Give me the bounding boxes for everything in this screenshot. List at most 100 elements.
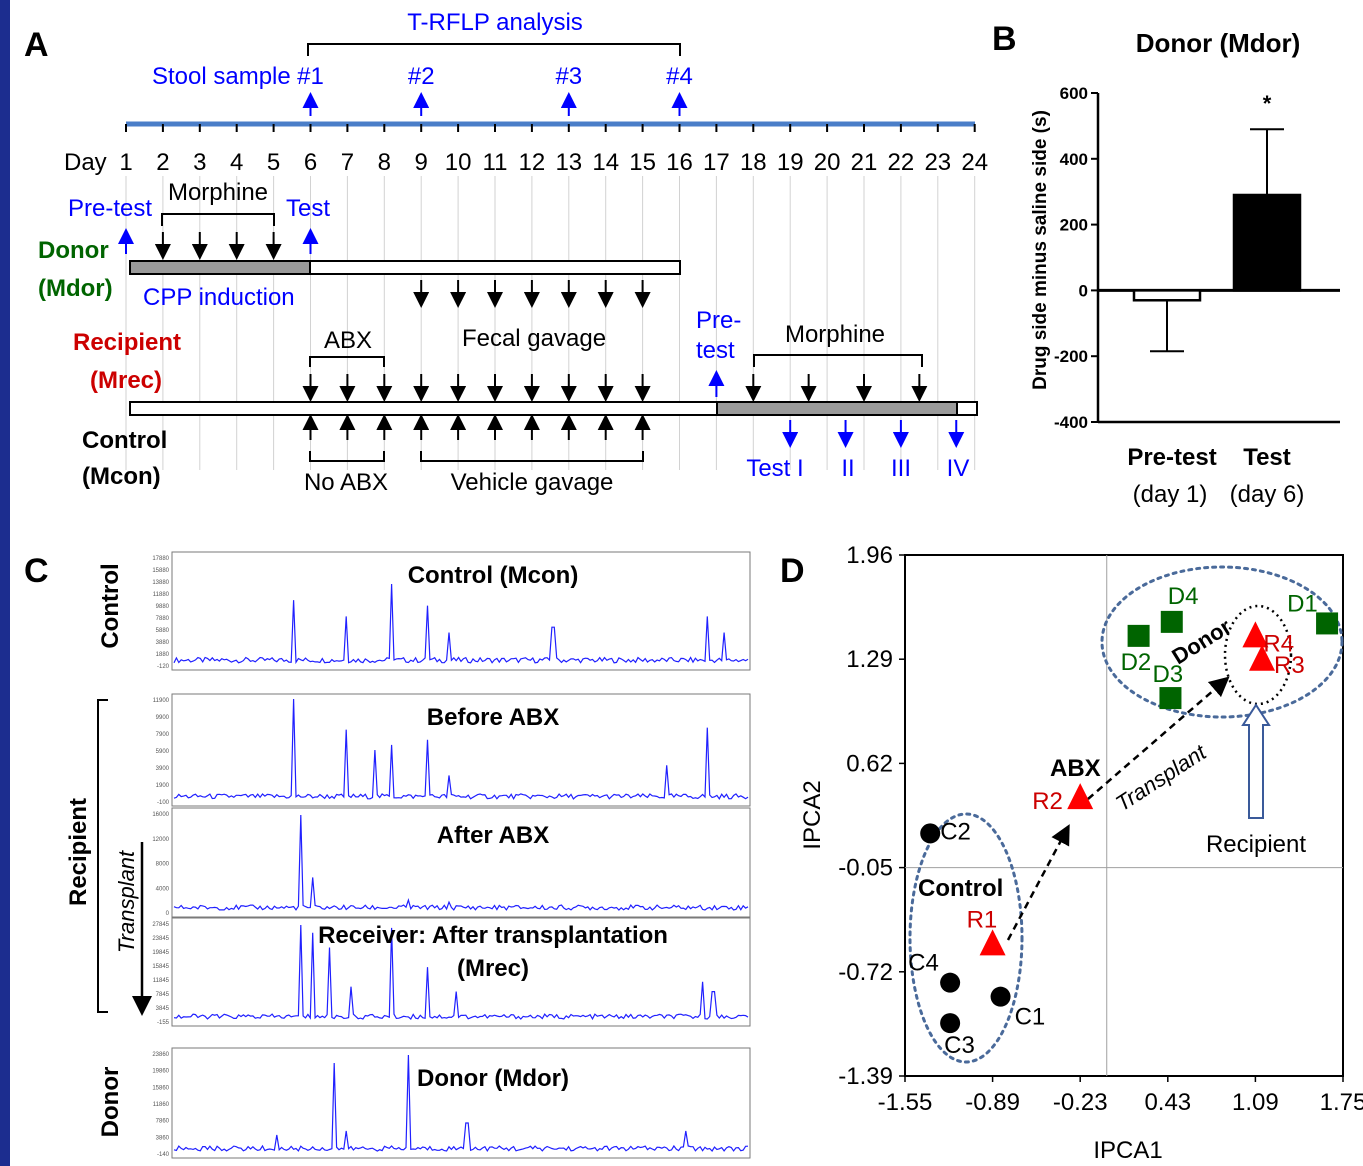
recipient-arrows xyxy=(302,370,928,402)
trace-tick-label: 23845 xyxy=(152,936,169,942)
panel-b-title: Donor (Mdor) xyxy=(1136,28,1301,58)
donor-point xyxy=(1160,610,1183,633)
trflp-traces: 17880 15880 13880 11880 9880 7880 5880 3880 1880… xyxy=(152,551,751,1159)
recipient-pretest-l2: test xyxy=(696,337,735,364)
trace-tick-label: 12000 xyxy=(152,837,169,843)
recipient-pretest-l1: Pre- xyxy=(696,307,741,334)
trace-frame xyxy=(171,1047,751,1159)
trace-tick-label: 3880 xyxy=(156,640,170,646)
trace-title: Receiver: After transplantation xyxy=(318,922,668,949)
trace-tick-label: 5900 xyxy=(156,749,170,755)
trace-frame xyxy=(171,551,751,671)
day-number: 4 xyxy=(230,149,243,176)
y-tick-label: 400 xyxy=(1060,150,1088,169)
transplant-label: Transplant xyxy=(114,850,139,953)
panel-b: B Donor (Mdor) Drug side minus saline si… xyxy=(992,20,1340,508)
control-point xyxy=(920,823,941,844)
recipient-bracket xyxy=(97,699,108,1013)
trace-tick-label: -140 xyxy=(157,1152,170,1158)
donor-point xyxy=(1127,624,1150,647)
day-number: 1 xyxy=(119,149,132,176)
day-number: 5 xyxy=(267,149,280,176)
trace-tick-label: 23860 xyxy=(152,1052,169,1058)
trace-tick-label: 3845 xyxy=(156,1006,170,1012)
trace-tick-label: 3860 xyxy=(156,1135,170,1141)
trace-tick-label: 7880 xyxy=(156,616,170,622)
abx-point-label: ABX xyxy=(1050,755,1101,782)
panel-b-cat1: Pre-test xyxy=(1127,444,1216,471)
recipient-bar xyxy=(129,401,718,416)
bar xyxy=(1132,289,1202,302)
panel-b-ylabel: Drug side minus saline side (s) xyxy=(1030,110,1051,390)
test-label: Test I xyxy=(746,455,803,482)
trace-tick-label: -155 xyxy=(157,1020,170,1026)
donor-pretest-label: Pre-test xyxy=(68,195,152,222)
trace-tick-label: 7860 xyxy=(156,1119,170,1125)
point-label: C2 xyxy=(940,818,971,845)
noabx-label: No ABX xyxy=(304,469,388,496)
donor-point xyxy=(1316,612,1339,635)
control-group-label: Control xyxy=(918,875,1003,902)
trace-title: Before ABX xyxy=(427,704,559,731)
recipient-point xyxy=(1242,621,1269,648)
trace-tick-label: 0 xyxy=(166,911,170,917)
donor-point xyxy=(1159,687,1182,710)
control-point xyxy=(940,972,961,993)
recipient-morphine-label: Morphine xyxy=(785,321,885,348)
control-point xyxy=(940,1013,961,1034)
panel-a: A T-RFLP analysis Stool sample #1 #2 #3 #4 … xyxy=(24,9,988,496)
trace-tick-label: 5880 xyxy=(156,628,170,634)
day-number: 6 xyxy=(304,149,317,176)
y-tick-label: -1.39 xyxy=(838,1063,893,1090)
control-ellipse xyxy=(908,812,1024,1064)
trace-tick-label: 9900 xyxy=(156,715,170,721)
test-label: II xyxy=(841,455,854,482)
day-label: Day xyxy=(64,149,107,176)
recipient-bar-end xyxy=(956,401,978,416)
panel-b-cat2: Test xyxy=(1243,444,1291,471)
donor-morphine-label: Morphine xyxy=(168,179,268,206)
day-number: 16 xyxy=(666,149,693,176)
recipient-point xyxy=(979,929,1006,956)
trace-title: After ABX xyxy=(437,822,549,849)
point-label: D1 xyxy=(1287,590,1318,617)
stool-sample-number: #1 xyxy=(297,63,324,90)
day-number: 2 xyxy=(156,149,169,176)
recipient-hollow-arrow xyxy=(1241,703,1271,819)
donor-arrows xyxy=(118,228,651,308)
point-label: R3 xyxy=(1274,652,1305,679)
recipient-point xyxy=(1067,783,1094,810)
point-label: R4 xyxy=(1263,630,1294,657)
trace-frame xyxy=(171,693,751,807)
abx-label: ABX xyxy=(324,327,372,354)
transplant-path-1 xyxy=(1006,824,1070,941)
trace-tick-label: 11880 xyxy=(153,592,170,598)
donor-test-label: Test xyxy=(286,195,330,222)
trace-tick-label: 3900 xyxy=(156,766,170,772)
panel-d-letter: D xyxy=(780,552,805,590)
control-point xyxy=(990,986,1011,1007)
cpp-label: CPP induction xyxy=(143,284,295,311)
x-tick-label: -0.89 xyxy=(965,1089,1020,1116)
y-tick-label: -400 xyxy=(1054,413,1088,432)
stool-sample-label: Stool sample xyxy=(152,63,291,90)
trflp-label: T-RFLP analysis xyxy=(407,9,583,36)
panel-c-letter: C xyxy=(24,552,49,590)
trace-tick-label: 27845 xyxy=(152,922,169,928)
day-number: 15 xyxy=(629,149,656,176)
vehicle-bracket xyxy=(420,451,644,462)
panel-b-cat1-sub: (day 1) xyxy=(1133,481,1208,508)
control-label: Control xyxy=(82,427,167,454)
trflp-bracket xyxy=(307,43,681,56)
point-label: R2 xyxy=(1032,788,1063,815)
y-tick-label: -0.72 xyxy=(838,959,893,986)
trace-tick-label: 1900 xyxy=(156,783,170,789)
trace-tick-label: 11900 xyxy=(153,698,170,704)
recipient-ellipse xyxy=(1223,604,1293,706)
point-label: D2 xyxy=(1121,649,1152,676)
side-donor-label: Donor xyxy=(97,1067,124,1138)
donor-bar xyxy=(309,260,681,275)
day-number: 18 xyxy=(740,149,767,176)
recipient-label: Recipient xyxy=(73,329,181,356)
trace-title: Control (Mcon) xyxy=(408,562,579,589)
